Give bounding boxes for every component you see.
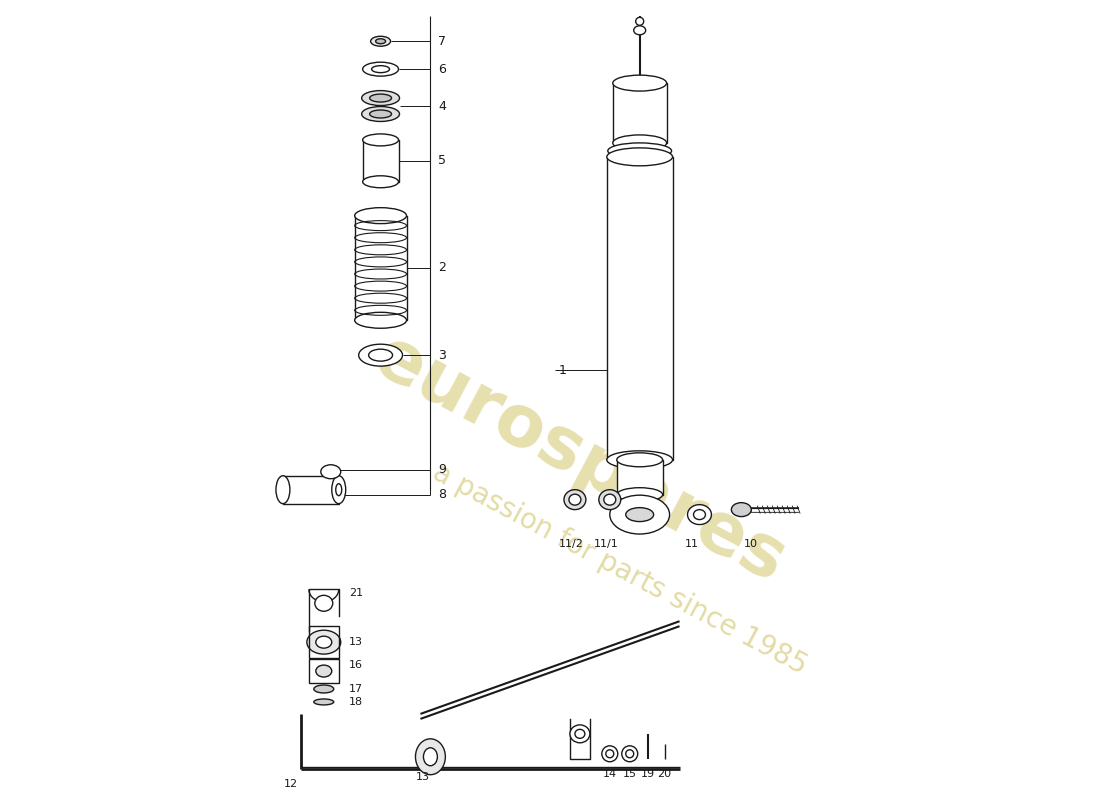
Text: 3: 3 [439,349,447,362]
Ellipse shape [368,349,393,361]
Ellipse shape [636,18,644,26]
Bar [309,659,339,683]
Ellipse shape [617,488,662,502]
Ellipse shape [363,176,398,188]
Text: 10: 10 [745,539,758,550]
Text: 20: 20 [658,769,672,778]
Ellipse shape [316,665,332,677]
Ellipse shape [354,312,407,328]
Bar [613,83,667,143]
Bar [617,460,662,494]
Ellipse shape [613,75,667,91]
Text: 13: 13 [349,637,363,647]
Ellipse shape [634,26,646,34]
Bar [607,157,672,460]
Ellipse shape [314,685,333,693]
Ellipse shape [276,476,290,504]
Ellipse shape [626,508,653,522]
Ellipse shape [606,750,614,758]
Bar [283,476,339,504]
Text: 6: 6 [439,62,447,76]
Text: 8: 8 [439,488,447,501]
Ellipse shape [354,208,407,224]
Ellipse shape [362,106,399,122]
Ellipse shape [363,62,398,76]
Ellipse shape [372,66,389,73]
Text: 11/1: 11/1 [593,539,618,550]
Text: 4: 4 [439,99,447,113]
Text: 18: 18 [349,697,363,707]
Text: 16: 16 [349,660,363,670]
Text: 12: 12 [284,778,298,789]
Bar [354,216,407,320]
Text: 11/2: 11/2 [559,539,583,550]
Ellipse shape [359,344,403,366]
Ellipse shape [370,110,392,118]
Ellipse shape [570,725,590,743]
Ellipse shape [617,453,662,466]
Text: 11: 11 [684,539,699,550]
Ellipse shape [613,135,667,151]
Bar [363,140,398,182]
Text: a passion for parts since 1985: a passion for parts since 1985 [428,458,812,680]
Ellipse shape [621,746,638,762]
Ellipse shape [608,143,672,159]
Ellipse shape [732,502,751,517]
Text: 5: 5 [439,154,447,167]
Ellipse shape [321,465,341,478]
Ellipse shape [362,90,399,106]
Ellipse shape [602,746,618,762]
Ellipse shape [371,36,390,46]
Bar [309,626,339,658]
Ellipse shape [363,134,398,146]
Text: 1: 1 [559,364,566,377]
Ellipse shape [336,484,342,496]
Ellipse shape [307,630,341,654]
Ellipse shape [688,505,712,525]
Ellipse shape [416,739,446,774]
Text: 14: 14 [603,769,617,778]
Text: 2: 2 [439,262,447,274]
Ellipse shape [607,148,672,166]
Ellipse shape [315,595,333,611]
Text: 17: 17 [349,684,363,694]
Ellipse shape [609,495,670,534]
Text: 21: 21 [349,588,363,598]
Text: 9: 9 [439,463,447,476]
Ellipse shape [316,636,332,648]
Text: eurospares: eurospares [362,322,798,598]
Text: 7: 7 [439,34,447,48]
Ellipse shape [626,750,634,758]
Ellipse shape [569,494,581,505]
Ellipse shape [314,699,333,705]
Ellipse shape [564,490,586,510]
Ellipse shape [424,748,438,766]
Ellipse shape [604,494,616,505]
Ellipse shape [575,730,585,738]
Ellipse shape [332,476,345,504]
Ellipse shape [375,38,386,44]
Ellipse shape [598,490,620,510]
Text: 13: 13 [416,772,429,782]
Ellipse shape [607,451,672,469]
Text: 19: 19 [640,769,654,778]
Ellipse shape [693,510,705,519]
Ellipse shape [370,94,392,102]
Text: 15: 15 [623,769,637,778]
